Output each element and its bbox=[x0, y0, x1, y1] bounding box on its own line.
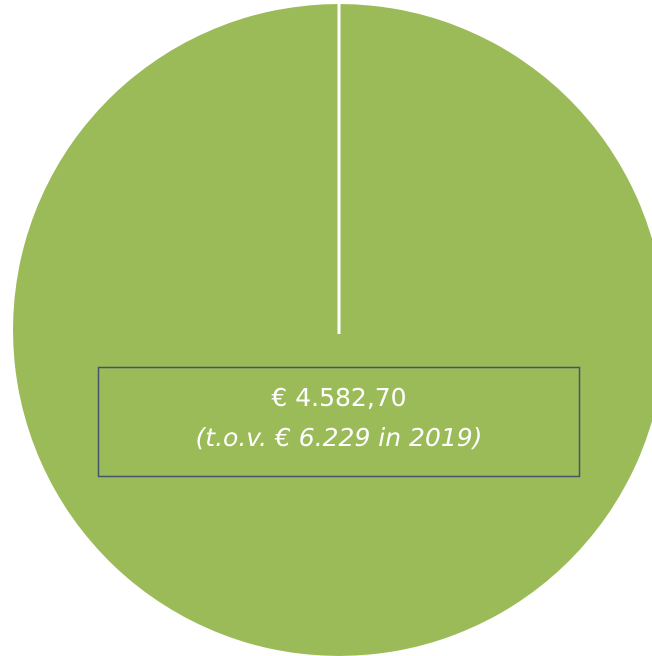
comparison: (t.o.v. € 6.229 in 2019) bbox=[196, 423, 483, 452]
disc bbox=[13, 4, 652, 656]
amount: € 4.582,70 bbox=[271, 383, 406, 412]
label-box bbox=[97, 366, 581, 478]
